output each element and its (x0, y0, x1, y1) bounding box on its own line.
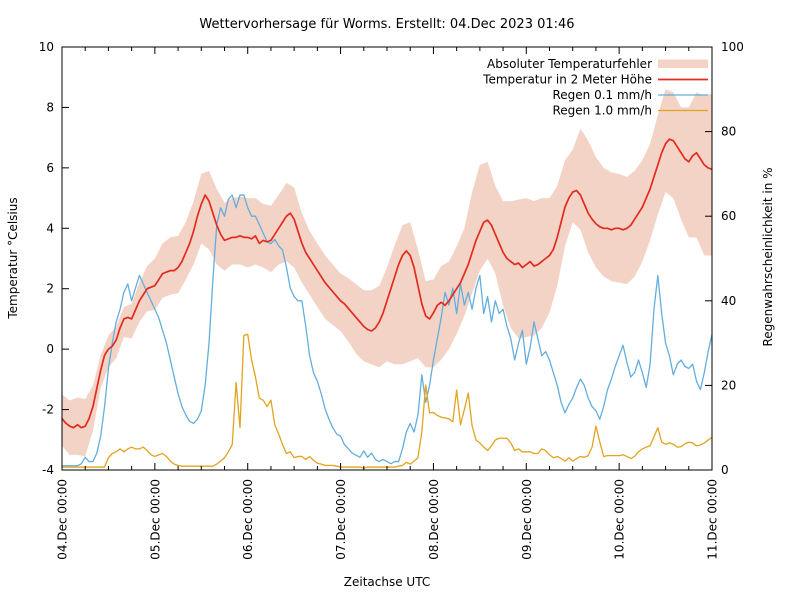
legend: Absoluter Temperaturfehler Temperatur in… (482, 57, 708, 118)
y-axis-title-right: Regenwahrscheinlichkeit in % (761, 167, 775, 346)
legend-label-temperature: Temperatur in 2 Meter Höhe (482, 73, 652, 87)
x-tick-label: 10.Dec 00:00 (613, 479, 627, 560)
rain-01mm-line (62, 194, 713, 467)
y-left-tick-label: 10 (39, 40, 54, 54)
legend-swatch-band (658, 59, 708, 68)
legend-label-rain01: Regen 0.1 mm/h (552, 88, 652, 102)
y-left-tick-label: 0 (46, 342, 54, 356)
y-axis-title-left: Temperatur °Celsius (6, 197, 20, 319)
legend-label-band: Absoluter Temperaturfehler (487, 57, 652, 71)
y-left-tick-label: 8 (46, 100, 54, 114)
temperature-error-band (62, 89, 712, 457)
x-tick-label: 06.Dec 00:00 (241, 479, 255, 560)
y-right-tick-label: 100 (721, 40, 744, 54)
y-right-tick-label: 0 (721, 463, 729, 477)
x-tick-label: 09.Dec 00:00 (520, 479, 534, 560)
y-left-tick-label: -4 (42, 463, 54, 477)
y-right-tick-label: 40 (721, 294, 736, 308)
x-tick-label: 08.Dec 00:00 (427, 479, 441, 560)
plot-area: 04.Dec 00:00 05.Dec 00:00 06.Dec 00:00 07.D… (39, 40, 744, 560)
chart-title: Wettervorhersage für Worms. Erstellt: 04… (199, 17, 574, 32)
x-tick-label: 04.Dec 00:00 (56, 479, 70, 560)
y-left-tick-label: 6 (46, 161, 54, 175)
y-left-tick-label: 2 (46, 282, 54, 296)
x-tick-label: 05.Dec 00:00 (148, 479, 162, 560)
y-right-tick-label: 80 (721, 125, 736, 139)
y-right-tick-label: 60 (721, 209, 736, 223)
y-left-tick-label: -2 (42, 403, 54, 417)
y-left-tick-label: 4 (46, 221, 54, 235)
x-tick-label: 07.Dec 00:00 (334, 479, 348, 560)
temperature-line (61, 138, 713, 429)
x-axis-title: Zeitachse UTC (344, 575, 430, 589)
y-right-tick-label: 20 (721, 378, 736, 392)
x-tick-label: 11.Dec 00:00 (706, 479, 720, 560)
legend-label-rain10: Regen 1.0 mm/h (552, 104, 652, 118)
